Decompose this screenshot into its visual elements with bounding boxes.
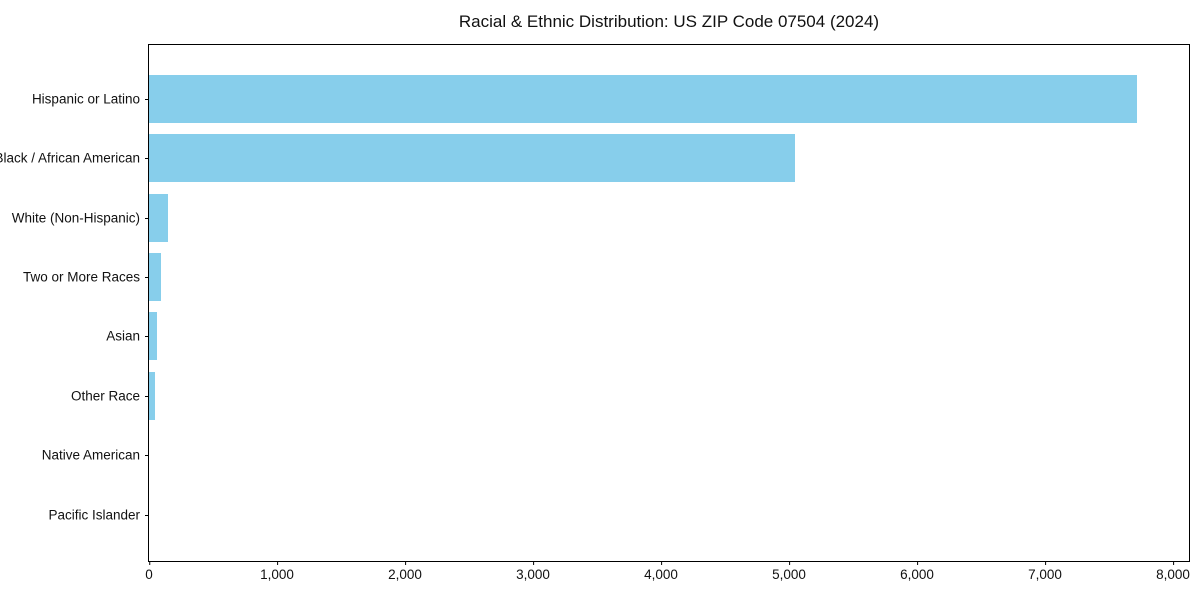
- x-axis-tick-mark: [148, 561, 150, 565]
- y-axis-category-label: Two or More Races: [22, 269, 140, 285]
- y-axis-tick-mark: [145, 217, 149, 219]
- x-axis-tick-label: 3,000: [516, 567, 550, 582]
- bar: [149, 134, 796, 183]
- x-axis-tick: 5,000: [772, 561, 806, 582]
- y-axis-category-label: Pacific Islander: [48, 507, 140, 523]
- y-axis-category-label: Black / African American: [0, 150, 140, 166]
- x-axis-tick-label: 0: [145, 567, 153, 582]
- plot-area: Hispanic or Latino Black / African Americ…: [0, 44, 1190, 582]
- bar: [149, 371, 156, 420]
- y-axis-tick-mark: [145, 158, 149, 160]
- x-axis-tick-label: 6,000: [900, 567, 934, 582]
- bar: [149, 312, 157, 361]
- bar-row: Two or More Races: [23, 253, 1189, 302]
- x-axis-tick-mark: [532, 561, 534, 565]
- x-axis-tick-mark: [916, 561, 918, 565]
- x-axis-tick-mark: [788, 561, 790, 565]
- x-axis-tick-label: 7,000: [1028, 567, 1062, 582]
- bar: [149, 193, 169, 242]
- x-axis-tick-label: 5,000: [772, 567, 806, 582]
- x-axis-tick: 0: [145, 561, 153, 582]
- y-axis-tick-mark: [145, 277, 149, 279]
- y-axis-tick-mark: [145, 455, 149, 457]
- y-axis-category-label: Hispanic or Latino: [31, 91, 140, 107]
- y-axis-tick-mark: [145, 336, 149, 338]
- y-axis-category-label: Other Race: [70, 388, 140, 404]
- x-axis-tick: 1,000: [260, 561, 294, 582]
- bar-row: Native American: [42, 431, 1189, 479]
- x-axis-tick-label: 1,000: [260, 567, 294, 582]
- x-axis-tick: 4,000: [644, 561, 678, 582]
- x-axis-tick-label: 4,000: [644, 567, 678, 582]
- x-axis-tick: 7,000: [1028, 561, 1062, 582]
- bar-row: Hispanic or Latino: [32, 75, 1189, 123]
- x-axis-tick-mark: [1044, 561, 1046, 565]
- y-axis-tick-mark: [145, 99, 149, 100]
- x-axis-tick-label: 2,000: [388, 567, 422, 582]
- bar-row: Pacific Islander: [48, 491, 1189, 539]
- x-axis-tick-label: 8,000: [1156, 567, 1190, 582]
- y-axis-category-label: Native American: [41, 447, 140, 463]
- x-axis-tick-mark: [660, 561, 662, 565]
- bar-row: Other Race: [71, 371, 1189, 420]
- bar-row: White (Non-Hispanic): [12, 193, 1189, 242]
- chart-title: Racial & Ethnic Distribution: US ZIP Cod…: [458, 12, 880, 31]
- x-axis-tick-mark: [1172, 561, 1174, 565]
- x-axis-tick-mark: [276, 561, 278, 565]
- x-axis-tick: 8,000: [1156, 561, 1190, 582]
- bar-row: Black / African American: [0, 134, 1189, 183]
- y-axis-category-label: White (Non-Hispanic): [11, 210, 140, 226]
- x-axis-tick: 2,000: [388, 561, 422, 582]
- x-axis-tick: 6,000: [900, 561, 934, 582]
- x-axis-tick: 3,000: [516, 561, 550, 582]
- y-axis-tick-mark: [145, 514, 149, 516]
- bar: [149, 75, 1138, 123]
- y-axis-category-label: Asian: [106, 328, 140, 344]
- bar: [149, 253, 161, 302]
- bar-row: Asian: [106, 312, 1189, 361]
- y-axis-tick-mark: [145, 395, 149, 397]
- x-axis-tick-mark: [404, 561, 406, 565]
